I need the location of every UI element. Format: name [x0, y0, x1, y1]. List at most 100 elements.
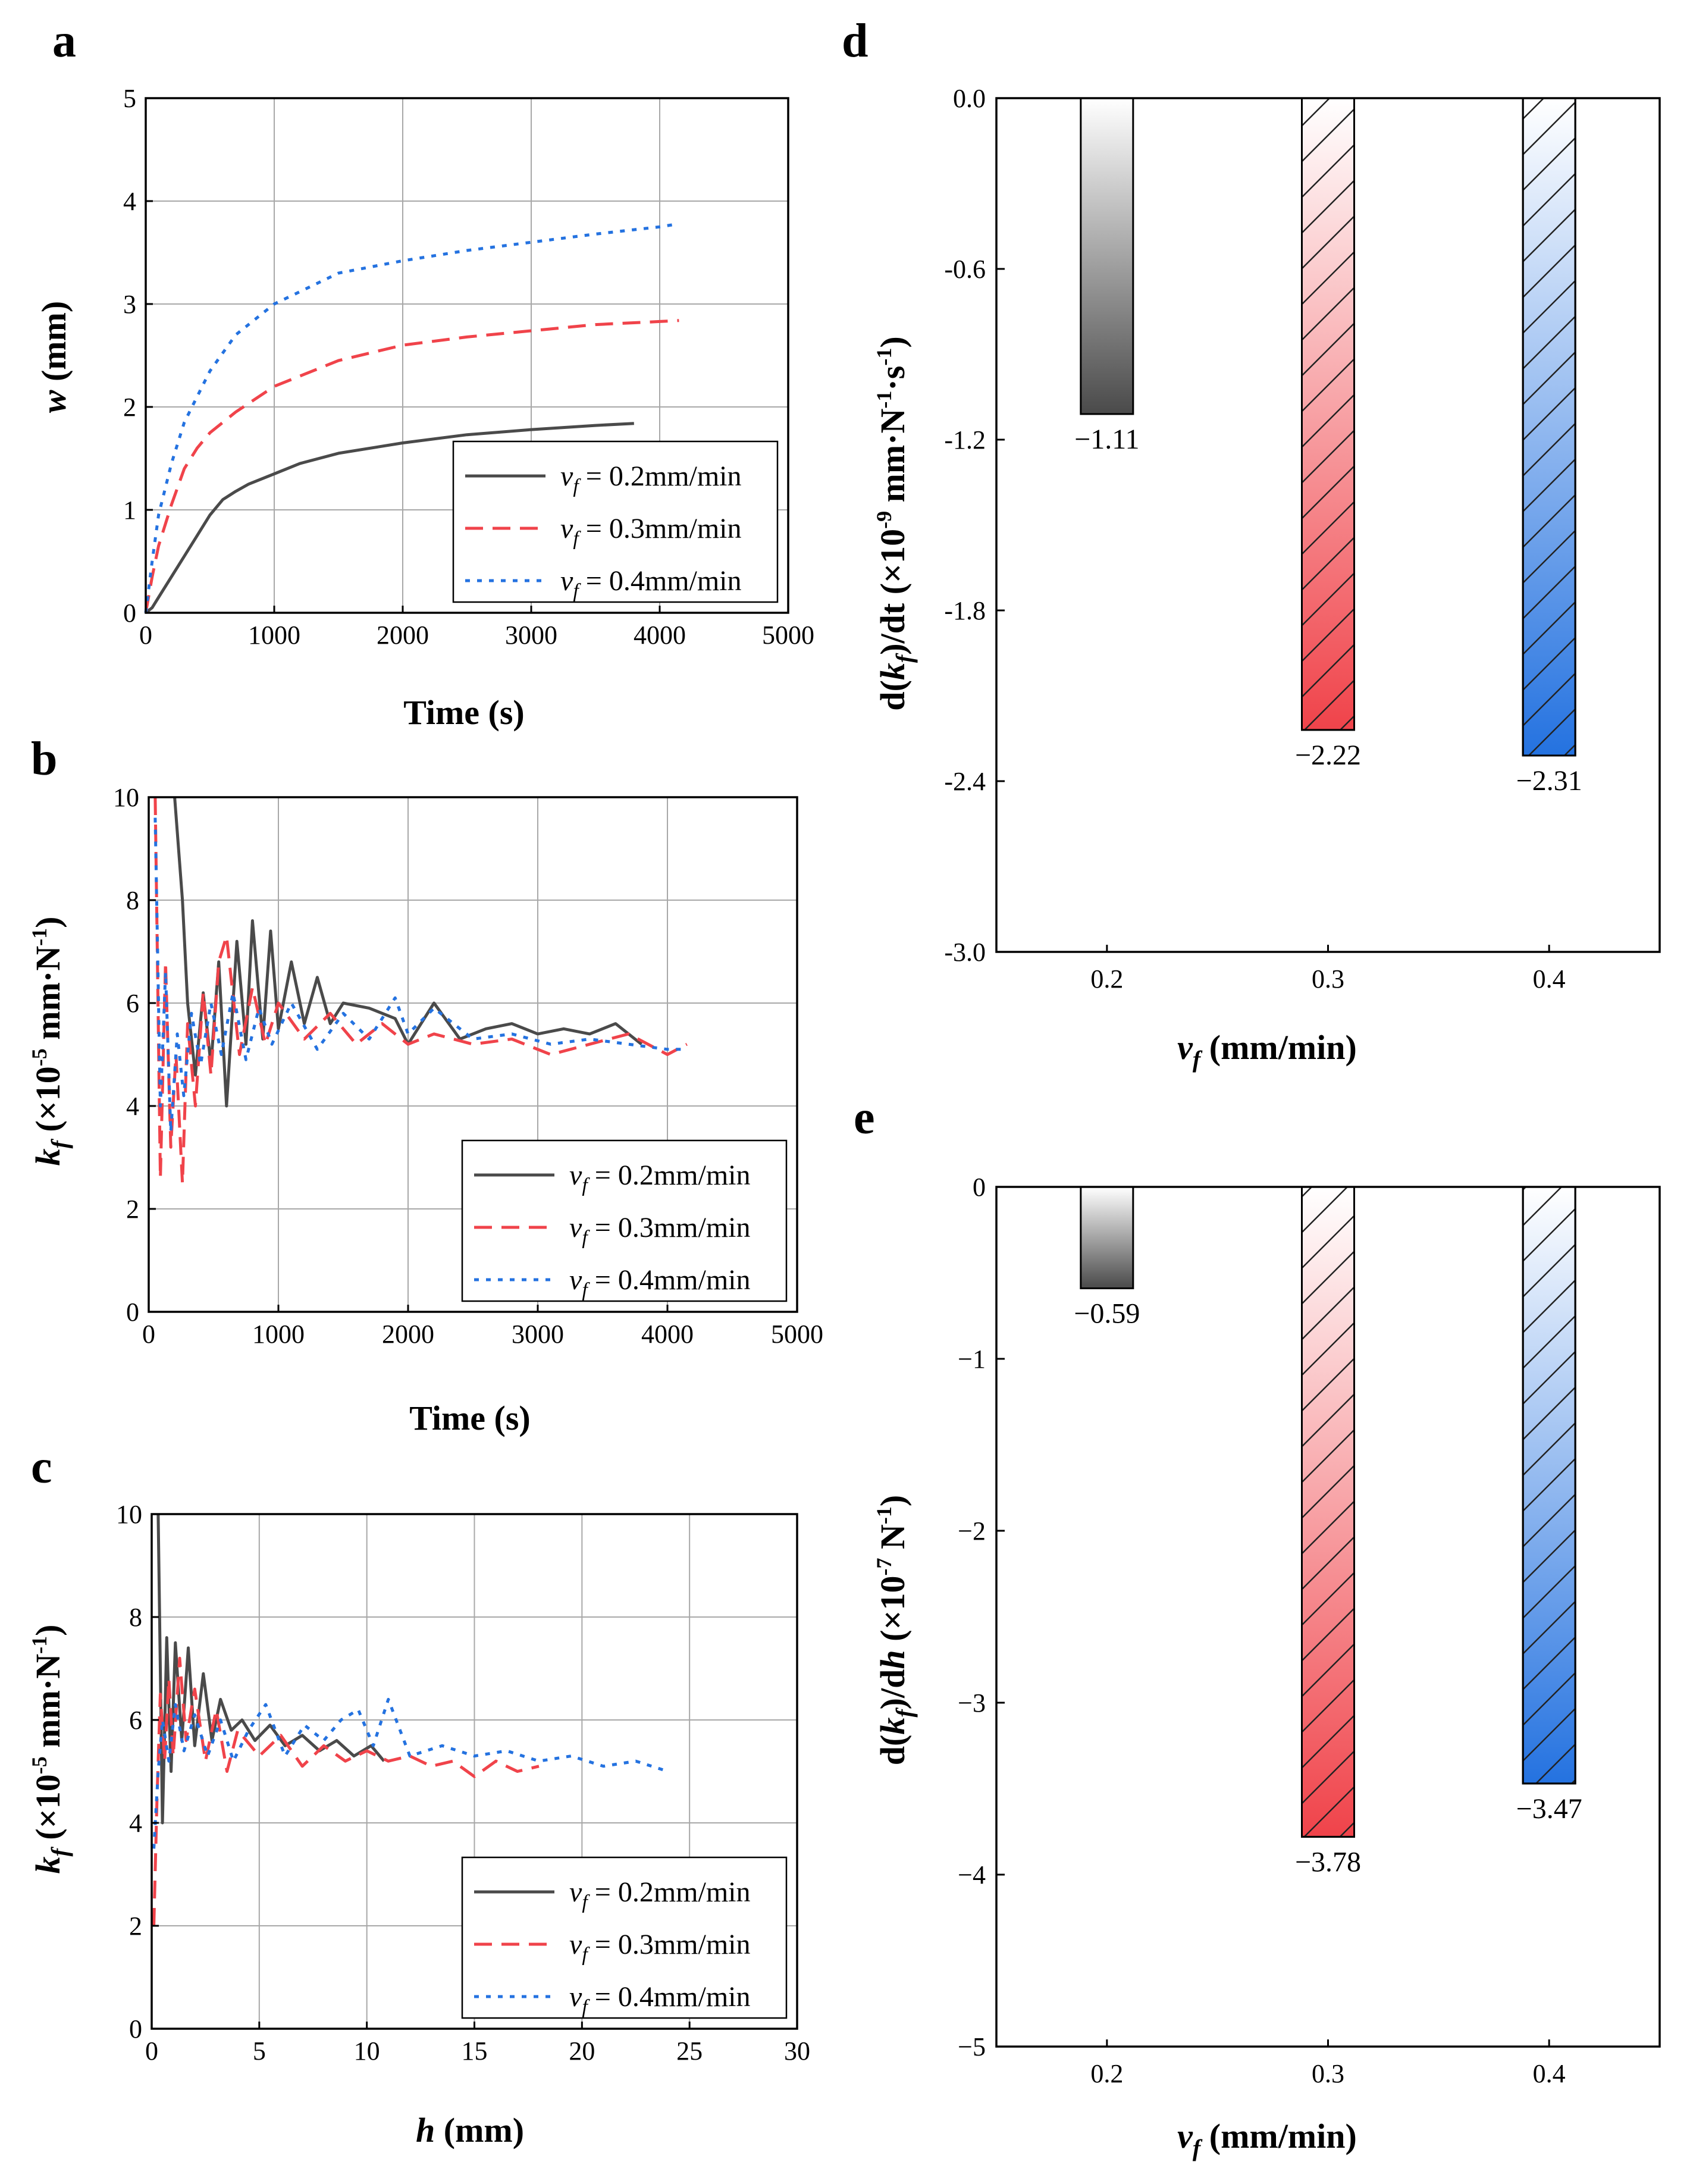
legend-label-1: vf = 0.3mm/min: [560, 513, 742, 550]
x-tick-label: 4000: [641, 1320, 694, 1349]
y-tick-label: 10: [113, 783, 139, 812]
y-tick-label: 0: [126, 1298, 139, 1327]
y-tick-label: 8: [129, 1603, 142, 1632]
y-tick-label: −3: [958, 1688, 986, 1718]
legend-label-2: vf = 0.4mm/min: [560, 565, 742, 602]
legend-box: [461, 1856, 788, 2019]
bar-value-label: −1.11: [1074, 424, 1139, 455]
bar-value-label: −2.31: [1516, 765, 1582, 797]
bar-value-label: −2.22: [1295, 740, 1361, 771]
legend-label-0: vf = 0.2mm/min: [569, 1876, 751, 1913]
y-tick-label: 6: [126, 989, 139, 1018]
plot-frame: [145, 97, 789, 614]
y-tick-label: -2.4: [944, 767, 986, 796]
chart-panel-b: 0 1000 2000 3000 4000 5000 0 2 4 6 8 10 Time (s) kf…: [27, 783, 823, 1437]
x-tick-label: 1000: [252, 1320, 305, 1349]
x-tick-label: 0.2: [1090, 2059, 1123, 2088]
y-tick-label: 5: [123, 84, 136, 113]
x-tick-label: 0: [145, 2036, 158, 2066]
bar-hatch-0.3: [1301, 97, 1355, 731]
x-tick-label: 0.4: [1533, 964, 1566, 994]
x-axis-title-a: Time (s): [403, 693, 525, 732]
y-tick-label: 10: [116, 1500, 142, 1529]
legend-c: vf = 0.2mm/min vf = 0.3mm/min vf = 0.4mm/m…: [461, 1856, 788, 2019]
chart-panel-e: −0.59 −3.78 −3.47 0.2 0.3 0.4 0 −1 −2 −3 −4 −5 vf (…: [872, 1173, 1661, 2161]
legend-label-2: vf = 0.4mm/min: [569, 1264, 751, 1301]
x-tick-label: 0.3: [1312, 2059, 1344, 2088]
y-tick-label: 3: [123, 290, 136, 319]
x-tick-label: 4000: [634, 621, 686, 650]
series-line-1: [152, 1656, 540, 1926]
x-axis-title-b: Time (s): [409, 1399, 531, 1437]
bar-value-label: −3.47: [1516, 1793, 1582, 1825]
y-axis-title-e: d(kf)/dh (×10-7 N-1): [872, 1495, 918, 1765]
bar-0.2: [1080, 97, 1134, 415]
panel-label-d: d: [842, 15, 868, 67]
y-axis-title-c: kf (×10-5 mm·N-1): [27, 1625, 73, 1874]
chart-panel-d: −1.11 −2.22 −2.31 0.2 0.3 0.4 0.0 -0.6 -1.2 -1.8 -…: [872, 84, 1661, 1073]
x-tick-label: 0: [139, 621, 152, 650]
legend-b: vf = 0.2mm/min vf = 0.3mm/min vf = 0.4mm/m…: [461, 1139, 788, 1302]
x-tick-label: 1000: [248, 621, 300, 650]
x-tick-label: 15: [462, 2036, 488, 2066]
x-tick-label: 0.2: [1090, 964, 1123, 994]
legend-label-2: vf = 0.4mm/min: [569, 1981, 751, 2018]
x-tick-label: 10: [354, 2036, 380, 2066]
x-tick-label: 5000: [771, 1320, 823, 1349]
y-axis-title-d: d(kf)/dt (×10-9 mm·N-1·s-1): [872, 336, 918, 710]
y-tick-label: 2: [129, 1912, 142, 1941]
bar-value-label: −0.59: [1074, 1298, 1140, 1330]
y-tick-label: 0: [123, 599, 136, 628]
y-tick-label: 6: [129, 1706, 142, 1735]
y-tick-label: −4: [958, 1860, 986, 1890]
bar-0.2: [1080, 1186, 1134, 1290]
y-axis-title-b: kf (×10-5 mm·N-1): [27, 917, 73, 1166]
series-line-0: [145, 422, 634, 614]
y-tick-label: -1.2: [944, 425, 986, 455]
y-tick-label: 2: [123, 393, 136, 422]
bar-hatch-0.4: [1522, 1186, 1576, 1785]
x-tick-label: 0.4: [1533, 2059, 1566, 2088]
y-tick-label: 4: [126, 1092, 139, 1121]
x-axis-title-e: vf (mm/min): [1177, 2117, 1357, 2161]
x-tick-label: 3000: [505, 621, 557, 650]
legend-box: [452, 440, 779, 603]
bar-hatch-0.3: [1301, 1186, 1355, 1838]
legend-box: [461, 1139, 788, 1302]
x-tick-label: 25: [676, 2036, 703, 2066]
x-tick-label: 0.3: [1312, 964, 1344, 994]
series-line-1: [144, 319, 679, 613]
x-tick-label: 2000: [382, 1320, 434, 1349]
x-axis-title-c: h (mm): [416, 2111, 524, 2149]
y-tick-label: −1: [958, 1345, 986, 1374]
panel-label-a: a: [52, 15, 76, 67]
series-line-2: [144, 222, 679, 613]
panel-label-c: c: [31, 1441, 52, 1493]
y-tick-label: 1: [123, 496, 136, 525]
y-axis-title-a: w (mm): [35, 301, 73, 413]
legend-label-0: vf = 0.2mm/min: [569, 1160, 751, 1196]
y-tick-label: 0.0: [953, 84, 986, 113]
x-tick-label: 5: [253, 2036, 266, 2066]
x-tick-label: 2000: [377, 621, 429, 650]
legend-label-1: vf = 0.3mm/min: [569, 1212, 751, 1249]
chart-panel-c: 0 5 10 15 20 25 30 0 2 4 6 8 10 h (mm) kf (×10-5 mm·…: [27, 1500, 810, 2149]
bar-hatch-0.4: [1522, 97, 1576, 757]
y-tick-label: -3.0: [944, 938, 986, 967]
panel-label-e: e: [854, 1092, 875, 1144]
x-tick-label: 30: [784, 2036, 810, 2066]
y-tick-label: 0: [129, 2014, 142, 2044]
series-line-0: [156, 1514, 385, 1825]
y-tick-label: 8: [126, 886, 139, 915]
plot-frame: [148, 796, 798, 1313]
y-tick-label: 4: [129, 1809, 142, 1838]
bar-value-label: −3.78: [1295, 1846, 1361, 1878]
y-tick-label: 4: [123, 187, 136, 216]
y-tick-label: 0: [973, 1173, 986, 1202]
x-tick-label: 0: [142, 1320, 155, 1349]
legend-label-1: vf = 0.3mm/min: [569, 1929, 751, 1966]
x-tick-label: 3000: [512, 1320, 564, 1349]
legend-a: vf = 0.2mm/min vf = 0.3mm/min vf = 0.4mm/m…: [452, 440, 779, 603]
chart-panel-a: 0 1000 2000 3000 4000 5000 0 1 2 3 4 5 Time (s) w (…: [35, 84, 814, 732]
